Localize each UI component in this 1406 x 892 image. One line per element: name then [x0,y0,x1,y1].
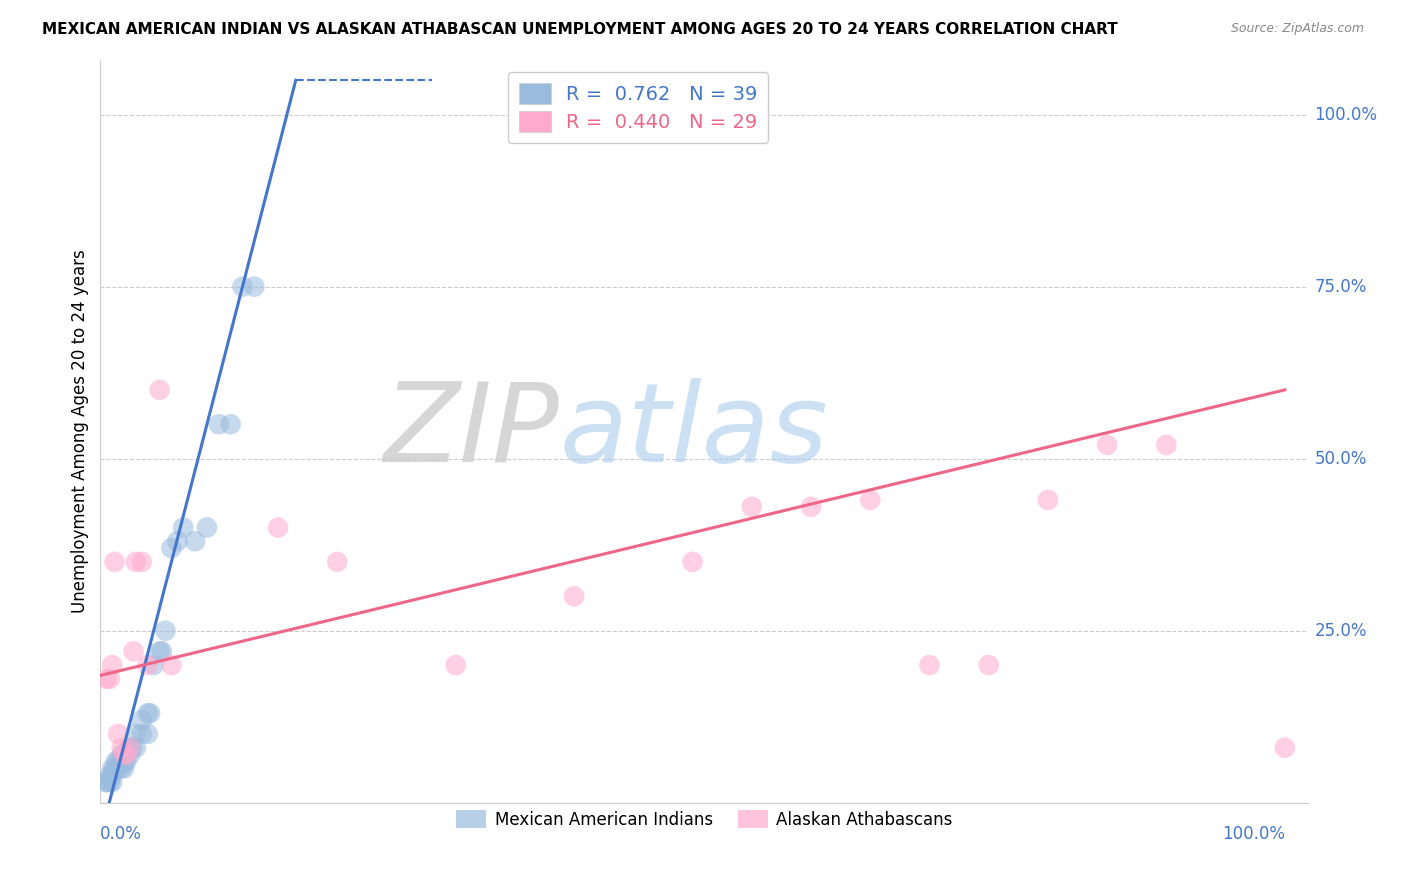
Point [96,775,118,789]
Point [155,624,177,638]
Point [859,492,882,507]
Point [98,775,121,789]
Point [107,727,129,741]
Point [444,658,467,673]
Point [115,755,138,769]
Point [195,520,218,534]
Point [1274,740,1296,755]
Point [121,740,143,755]
Text: atlas: atlas [560,377,828,484]
Point [1036,492,1059,507]
Point [112,761,135,775]
Point [103,555,125,569]
Text: 25.0%: 25.0% [1315,622,1367,640]
Point [1156,438,1178,452]
Point [111,747,134,762]
Point [136,727,159,741]
Point [1095,438,1118,452]
Point [562,589,585,603]
Text: ZIP: ZIP [384,377,560,484]
Point [112,755,135,769]
Point [122,644,145,658]
Point [326,555,349,569]
Point [107,755,129,769]
Point [118,747,141,762]
Point [219,417,242,432]
Point [166,534,188,549]
Point [101,768,124,782]
Point [139,706,162,721]
Point [103,761,125,775]
Point [172,520,194,534]
Point [96,672,118,686]
Point [918,658,941,673]
Point [142,658,165,673]
Point [112,747,135,762]
Point [125,740,148,755]
Point [231,279,253,293]
Point [682,555,704,569]
Point [741,500,763,514]
Point [96,775,118,789]
Point [800,500,823,514]
Point [107,761,129,775]
Text: 100.0%: 100.0% [1222,825,1285,843]
Point [131,555,153,569]
Point [98,768,121,782]
Text: 0.0%: 0.0% [100,825,142,843]
Text: Source: ZipAtlas.com: Source: ZipAtlas.com [1230,22,1364,36]
Point [267,520,290,534]
Point [118,740,141,755]
Point [136,706,159,721]
Text: 50.0%: 50.0% [1315,450,1367,467]
Point [101,761,124,775]
Point [125,555,148,569]
Point [136,658,159,673]
Point [104,755,127,769]
Point [101,658,124,673]
Text: 75.0%: 75.0% [1315,277,1367,295]
Point [160,658,183,673]
Point [977,658,1000,673]
Text: MEXICAN AMERICAN INDIAN VS ALASKAN ATHABASCAN UNEMPLOYMENT AMONG AGES 20 TO 24 Y: MEXICAN AMERICAN INDIAN VS ALASKAN ATHAB… [42,22,1118,37]
Point [98,672,121,686]
Point [208,417,231,432]
Point [111,761,134,775]
Point [131,727,153,741]
Point [184,534,207,549]
Point [160,541,183,555]
Y-axis label: Unemployment Among Ages 20 to 24 years: Unemployment Among Ages 20 to 24 years [72,249,89,613]
Point [148,644,170,658]
Point [150,644,173,658]
Point [243,279,266,293]
Point [111,740,134,755]
Point [101,775,124,789]
Point [148,383,170,397]
Legend: Mexican American Indians, Alaskan Athabascans: Mexican American Indians, Alaskan Athaba… [450,804,959,835]
Point [131,713,153,727]
Point [118,740,141,755]
Text: 100.0%: 100.0% [1315,105,1378,124]
Point [125,727,148,741]
Point [115,747,138,762]
